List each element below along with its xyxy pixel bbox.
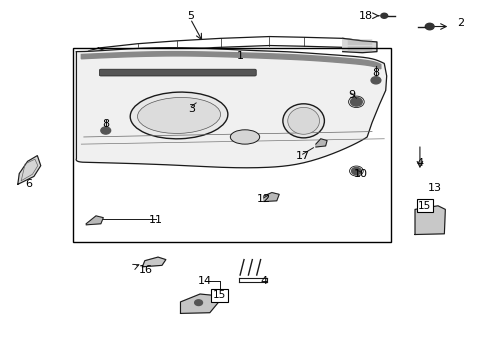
Text: 1: 1: [237, 51, 244, 61]
Polygon shape: [316, 139, 327, 147]
Text: 15: 15: [418, 201, 431, 211]
Circle shape: [350, 98, 362, 106]
Polygon shape: [415, 206, 445, 234]
Text: 13: 13: [428, 183, 441, 193]
Polygon shape: [18, 156, 41, 184]
Text: 18: 18: [359, 11, 373, 21]
Polygon shape: [143, 257, 166, 267]
Polygon shape: [86, 216, 103, 225]
Polygon shape: [264, 193, 279, 202]
Text: 16: 16: [139, 265, 153, 275]
Polygon shape: [180, 294, 218, 314]
Text: 12: 12: [256, 194, 270, 204]
FancyBboxPatch shape: [99, 69, 256, 76]
Circle shape: [371, 77, 381, 84]
Circle shape: [195, 300, 202, 306]
Text: 9: 9: [348, 90, 355, 100]
Circle shape: [351, 167, 361, 175]
Ellipse shape: [130, 92, 228, 139]
Circle shape: [425, 23, 434, 30]
Text: 11: 11: [149, 215, 163, 225]
Polygon shape: [343, 39, 377, 53]
Text: 10: 10: [354, 168, 368, 179]
Ellipse shape: [230, 130, 260, 144]
Text: 15: 15: [213, 291, 226, 301]
Polygon shape: [81, 51, 381, 69]
Text: 5: 5: [187, 11, 194, 21]
Ellipse shape: [288, 107, 319, 134]
Ellipse shape: [138, 98, 220, 134]
Text: 17: 17: [295, 150, 310, 161]
Text: 14: 14: [198, 276, 212, 286]
Ellipse shape: [283, 104, 324, 138]
Text: 4: 4: [260, 276, 267, 286]
Polygon shape: [76, 48, 387, 168]
Text: 3: 3: [188, 104, 195, 114]
Text: 8: 8: [102, 120, 109, 129]
Polygon shape: [84, 48, 123, 62]
Text: 6: 6: [25, 179, 32, 189]
Text: 2: 2: [457, 18, 465, 28]
Circle shape: [101, 127, 111, 134]
Circle shape: [381, 13, 388, 18]
Bar: [73, 48, 391, 242]
Text: 4: 4: [416, 158, 423, 168]
Text: 8: 8: [372, 68, 380, 78]
